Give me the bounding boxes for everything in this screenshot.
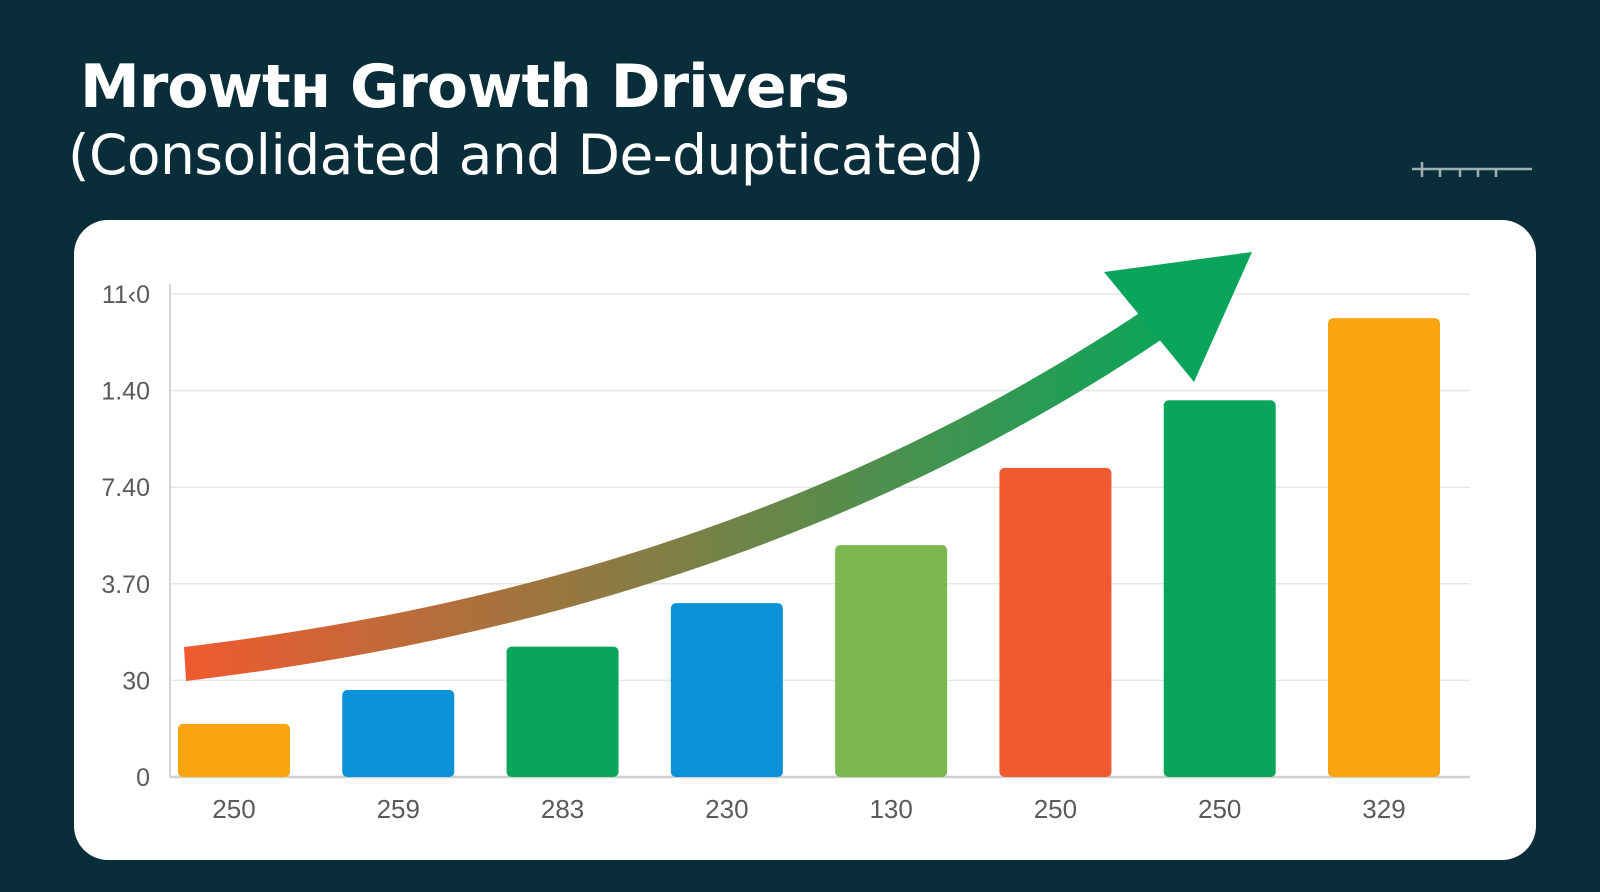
y-tick-label: 3.70	[101, 571, 150, 599]
trend-arrow-body	[184, 302, 1174, 681]
x-tick-label: 250	[212, 794, 255, 824]
trend-arrow	[184, 252, 1252, 681]
x-tick-label: 329	[1362, 794, 1405, 824]
chart-title: Mrowtʜ Growth Drivers	[80, 52, 850, 122]
bar	[342, 690, 455, 777]
bar	[1328, 318, 1440, 777]
bar	[999, 467, 1112, 777]
y-tick-label: 1.40	[101, 378, 150, 406]
y-tick-label: 30	[122, 667, 150, 695]
bar	[1163, 400, 1276, 777]
bars	[178, 318, 1440, 777]
y-tick-label: 7.40	[101, 474, 150, 502]
bar	[670, 603, 783, 777]
chart-card: 0 30 3.70 7.40 1.40 11‹0 250 259 283 230 130 250 25…	[74, 220, 1536, 860]
y-tick-label: 0	[136, 764, 150, 792]
y-tick-label: 11‹0	[102, 281, 150, 309]
y-axis-ticks: 0 30 3.70 7.40 1.40 11‹0	[101, 281, 150, 792]
trend-arrow-head	[1104, 252, 1252, 382]
chart-subtitle: (Consolidated and De-dupticated)	[68, 123, 984, 187]
x-tick-label: 130	[869, 794, 912, 824]
x-tick-label: 250	[1198, 794, 1241, 824]
x-axis-ticks: 250 259 283 230 130 250 250 329	[212, 794, 1405, 824]
header-glyph-icon	[1412, 162, 1532, 177]
x-tick-label: 230	[705, 794, 748, 824]
bar	[506, 646, 619, 777]
bar	[178, 723, 290, 777]
bar	[835, 545, 948, 777]
x-tick-label: 250	[1034, 794, 1077, 824]
x-tick-label: 283	[541, 794, 584, 824]
x-tick-label: 259	[377, 794, 420, 824]
